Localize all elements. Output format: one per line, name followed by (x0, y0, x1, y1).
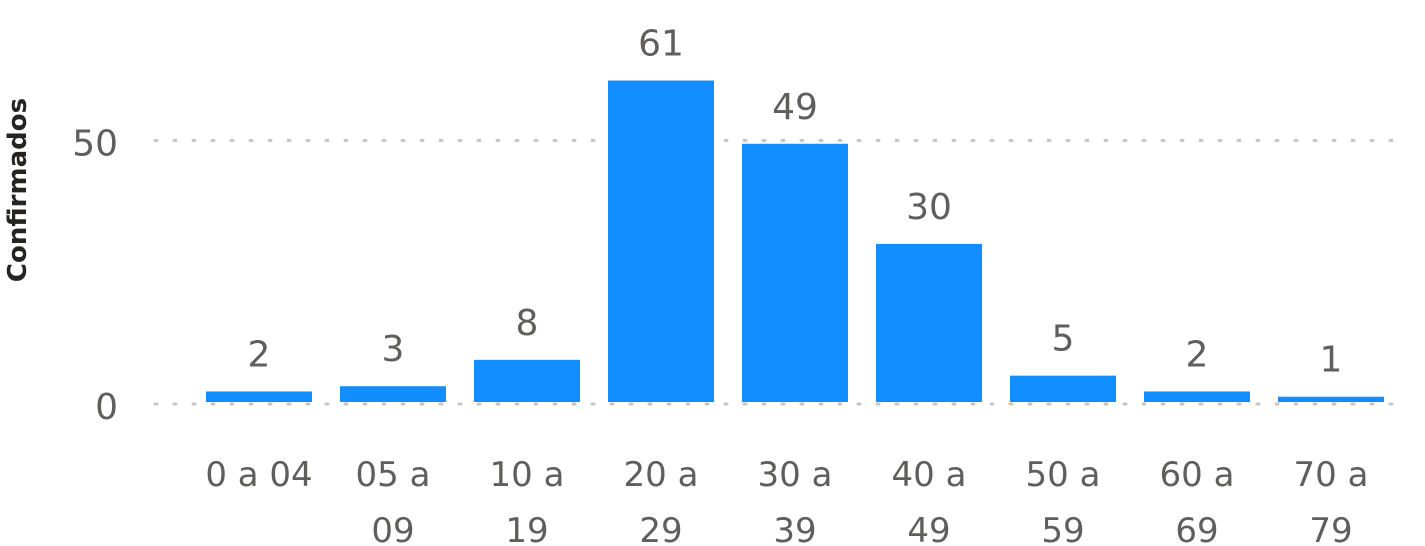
bar (1144, 391, 1250, 402)
x-tick-label: 40 a (892, 455, 967, 495)
bar (876, 243, 982, 402)
x-tick-label: 0 a 04 (205, 455, 312, 495)
bar (206, 391, 312, 402)
bar (340, 386, 446, 402)
x-tick-label: 20 a (624, 455, 699, 495)
x-tick-label: 79 (1309, 511, 1352, 546)
x-tick-label: 39 (773, 511, 816, 546)
bar (742, 143, 848, 402)
data-label: 1 (1320, 340, 1343, 381)
y-tick-label: 50 (72, 124, 118, 165)
x-tick-label: 30 a (758, 455, 833, 495)
data-label: 2 (248, 334, 271, 375)
data-label: 30 (906, 187, 952, 228)
bar (1010, 375, 1116, 402)
data-labels: 2 3 8 61 49 30 5 2 1 (248, 24, 1343, 381)
data-label: 2 (1186, 334, 1209, 375)
x-tick-label: 60 a (1160, 455, 1235, 495)
y-tick-label: 0 (95, 387, 118, 428)
data-label: 49 (772, 87, 818, 128)
x-tick-label: 19 (505, 511, 548, 546)
x-tick-label: 70 a (1294, 455, 1369, 495)
bars (206, 80, 1384, 402)
bar (608, 80, 714, 402)
x-tick-label: 59 (1041, 511, 1084, 546)
x-tick-label: 69 (1175, 511, 1218, 546)
x-tick-label: 49 (907, 511, 950, 546)
x-tick-label: 05 a (356, 455, 431, 495)
data-label: 61 (638, 24, 684, 65)
x-tick-label: 10 a (490, 455, 565, 495)
data-label: 5 (1052, 319, 1075, 360)
x-tick-label: 09 (371, 511, 414, 546)
x-tick-label: 29 (639, 511, 682, 546)
bar (474, 359, 580, 402)
y-axis-title: Confirmados (3, 98, 33, 282)
bar (1278, 396, 1384, 402)
y-axis-ticks: 0 50 (72, 124, 118, 429)
x-tick-label: 50 a (1026, 455, 1101, 495)
data-label: 8 (516, 303, 539, 344)
data-label: 3 (382, 329, 405, 370)
x-axis-ticks: 0 a 04 05 a 09 10 a 19 20 a 29 30 a 39 40 a 49 50 a… (205, 455, 1368, 546)
